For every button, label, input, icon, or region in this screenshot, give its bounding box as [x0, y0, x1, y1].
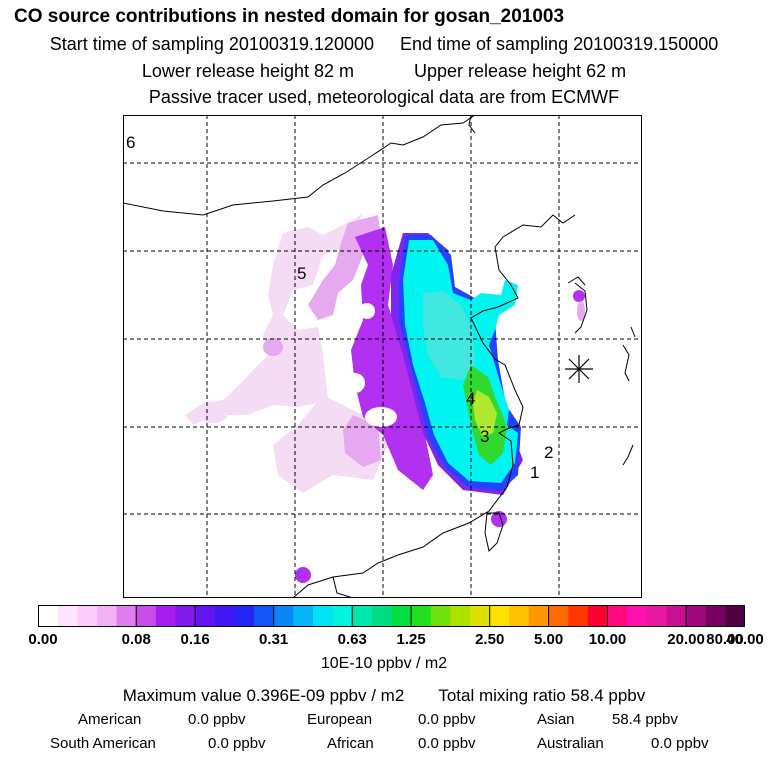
colorbar-cell — [155, 605, 176, 627]
region-african-value: 0.0 ppbv — [418, 735, 476, 752]
colorbar-tick-label: 1.25 — [396, 631, 426, 648]
colorbar-cell — [57, 605, 78, 627]
colorbar-tick-label: 0.31 — [259, 631, 289, 648]
colorbar-cell — [548, 605, 569, 627]
region-asian: Asian — [537, 711, 575, 728]
colorbar-cell — [587, 605, 609, 627]
colorbar-cell — [175, 605, 196, 627]
colorbar-cell — [136, 605, 157, 627]
colorbar-tick-label: 40.00 — [726, 631, 764, 648]
colorbar-cell — [332, 605, 353, 627]
contour-pk7 — [283, 234, 307, 246]
contour-ygreen — [473, 390, 497, 437]
footprint-map: 6 5 4 3 2 1 — [123, 115, 642, 598]
contour-hole1 — [365, 407, 397, 427]
lat-lon-grid — [123, 115, 642, 598]
colorbar-cell — [293, 605, 314, 627]
colorbar-cell — [38, 605, 59, 627]
colorbar-cell — [450, 605, 471, 627]
colorbar-cell — [96, 605, 118, 627]
region-label-1: 1 — [530, 463, 539, 482]
region-label-5: 5 — [297, 264, 306, 283]
max-value-label: Maximum value 0.396E-09 ppbv / m2 — [122, 686, 405, 705]
colorbar-tick-label: 20.00 — [667, 631, 705, 648]
region-american-value: 0.0 ppbv — [188, 711, 246, 728]
contour-light2 — [343, 415, 381, 467]
contribution-field — [185, 213, 585, 583]
region-label-4: 4 — [466, 389, 475, 408]
colorbar-cell — [646, 605, 667, 627]
colorbar-cell — [77, 605, 98, 627]
region-label-3: 3 — [480, 427, 489, 446]
end-time-label: End time of sampling 20100319.150000 — [400, 34, 719, 54]
colorbar-cell — [705, 605, 726, 627]
region-european: European — [307, 711, 373, 728]
colorbar-cell — [116, 605, 137, 627]
colorbar-tick-label: 0.08 — [121, 631, 151, 648]
colorbar-cell — [509, 605, 530, 627]
contour-pk6 — [199, 407, 227, 423]
colorbar-cell — [352, 605, 373, 627]
colorbar-tick-label: 10.00 — [588, 631, 627, 648]
region-american: American — [78, 711, 142, 728]
colorbar-cell — [607, 605, 628, 627]
lower-height-label: Lower release height 82 m — [141, 61, 354, 81]
coastlines — [123, 115, 636, 598]
colorbar-cell — [568, 605, 589, 627]
asterisk-marker-icon — [565, 355, 593, 383]
release-heights-row: Lower release height 82 m Upper release h… — [0, 61, 768, 82]
contour-hole3 — [359, 303, 375, 319]
colorbar-tick-label: 5.00 — [534, 631, 564, 648]
colorbar-units: 10E-10 ppbv / m2 — [320, 655, 448, 672]
colorbar-cell — [234, 605, 255, 627]
summary-row: Maximum value 0.396E-09 ppbv / m2 Total m… — [0, 686, 768, 706]
colorbar — [38, 605, 745, 627]
region-south-american: South American — [50, 735, 156, 752]
contour-pk5 — [577, 301, 585, 321]
colorbar-cell — [489, 605, 510, 627]
colorbar-cell — [214, 605, 235, 627]
region-south-american-value: 0.0 ppbv — [208, 735, 266, 752]
contour-pk4 — [573, 290, 585, 302]
region-label-2: 2 — [544, 443, 553, 462]
colorbar-cell — [686, 605, 707, 627]
region-australian: Australian — [537, 735, 604, 752]
colorbar-cell — [273, 605, 294, 627]
region-african: African — [327, 735, 374, 752]
sampling-times-row: Start time of sampling 20100319.120000 En… — [0, 34, 768, 55]
region-asian-value: 58.4 ppbv — [612, 711, 678, 728]
colorbar-cell — [371, 605, 392, 627]
colorbar-tick-label: 0.16 — [180, 631, 210, 648]
colorbar-cell — [725, 605, 745, 627]
colorbar-tick-label: 80.00 — [706, 631, 744, 648]
colorbar-cell — [195, 605, 216, 627]
contour-pk1 — [263, 338, 283, 356]
colorbar-cell — [666, 605, 687, 627]
region-european-value: 0.0 ppbv — [418, 711, 476, 728]
colorbar-cell — [430, 605, 451, 627]
region-australian-value: 0.0 ppbv — [651, 735, 709, 752]
contour-pk3 — [491, 511, 507, 527]
upper-height-label: Upper release height 62 m — [414, 61, 627, 81]
colorbar-cell — [470, 605, 491, 627]
contour-hole2 — [345, 373, 365, 393]
plot-title: CO source contributions in nested domain… — [14, 6, 565, 27]
colorbar-cell — [528, 605, 550, 627]
colorbar-tick-label: 0.00 — [28, 631, 58, 648]
colorbar-tick-label: 2.50 — [475, 631, 505, 648]
colorbar-cell — [254, 605, 275, 627]
colorbar-cell — [312, 605, 334, 627]
colorbar-cell — [411, 605, 432, 627]
colorbar-cell — [391, 605, 412, 627]
region-label-6: 6 — [126, 133, 135, 152]
contour-aqua — [423, 291, 475, 380]
contour-pk2 — [295, 567, 311, 583]
colorbar-tick-label: 0.63 — [337, 631, 367, 648]
tracer-note: Passive tracer used, meteorological data… — [148, 87, 620, 107]
start-time-label: Start time of sampling 20100319.120000 — [49, 34, 374, 54]
map-frame — [123, 115, 642, 598]
total-mixing-ratio-label: Total mixing ratio 58.4 ppbv — [438, 686, 646, 705]
colorbar-cell — [627, 605, 648, 627]
contour-vlight — [185, 213, 363, 425]
